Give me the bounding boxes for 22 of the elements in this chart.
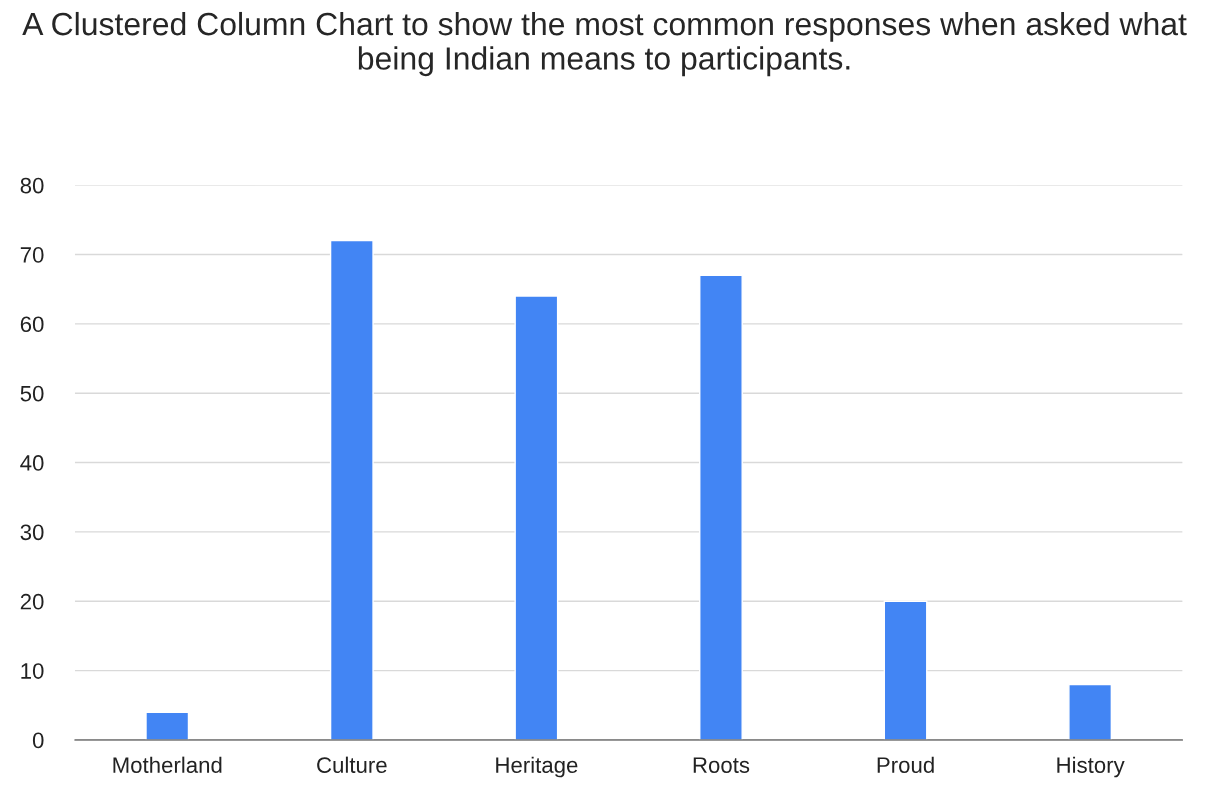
x-tick-label: History <box>1057 756 1125 778</box>
bar <box>145 711 190 740</box>
y-tick-label: 40 <box>20 455 44 471</box>
y-tick-label: 10 <box>21 663 44 679</box>
y-tick-label: 70 <box>20 247 44 263</box>
y-tick-label: 0 <box>32 732 44 749</box>
x-tick-label: Culture <box>317 756 387 773</box>
y-tick-label: 80 <box>20 177 44 194</box>
bar <box>699 274 743 740</box>
x-tick-label: Motherland <box>113 756 222 773</box>
y-tick-label: 30 <box>20 524 44 541</box>
x-tick-label: Roots <box>693 757 750 773</box>
x-tick-label: Proud <box>877 756 934 773</box>
bar <box>514 295 559 740</box>
x-tick-label: Heritage <box>496 756 578 778</box>
y-tick-label: 50 <box>20 385 44 402</box>
bar <box>329 239 374 740</box>
y-tick-label: 20 <box>20 593 44 610</box>
y-tick-label: 60 <box>20 316 44 333</box>
bar <box>1068 683 1113 740</box>
bar <box>883 600 928 740</box>
chart-title: A Clustered Column Chart to show the most common responses when asked what being Indian means to participants. <box>22 11 1187 77</box>
